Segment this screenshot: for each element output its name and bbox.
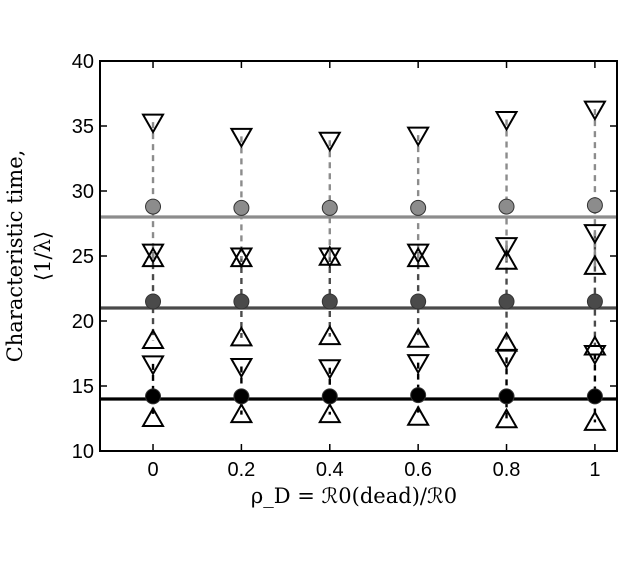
circle-marker xyxy=(586,388,603,405)
triangle-up-marker xyxy=(141,246,165,268)
triangle-up-marker xyxy=(583,410,607,431)
triangle-up-marker xyxy=(318,245,342,266)
triangle-down-marker xyxy=(583,100,607,122)
triangle-up-marker xyxy=(406,327,430,348)
triangle-down-marker xyxy=(141,113,165,135)
circle-marker xyxy=(410,293,427,310)
triangle-down-marker xyxy=(318,131,342,153)
triangle-up-marker xyxy=(141,406,165,427)
circle-marker xyxy=(410,387,427,404)
x-tick-label: 0.6 xyxy=(404,459,432,481)
circle-marker xyxy=(498,198,515,215)
triangle-up-marker xyxy=(229,246,254,268)
y-tick-label: 10 xyxy=(72,441,94,463)
triangle-down-marker xyxy=(406,126,430,148)
triangle-down-marker xyxy=(141,355,165,376)
triangle-up-marker xyxy=(406,246,430,268)
y-tick-label: 30 xyxy=(72,181,94,203)
axes: 10 15 20 25 30 35 40 0 0.2 0.4 0.6 0.8 1 xyxy=(72,51,618,481)
triangle-up-marker xyxy=(229,402,254,424)
triangle-down-marker xyxy=(494,237,519,258)
triangle-down-marker xyxy=(583,224,607,245)
x-tick-label: 0 xyxy=(147,459,158,481)
circle-marker xyxy=(233,199,250,216)
triangle-down-marker xyxy=(318,359,342,380)
triangle-up-marker xyxy=(318,324,342,346)
y-tick-label: 35 xyxy=(72,116,94,138)
circle-marker xyxy=(145,198,162,215)
triangle-up-marker xyxy=(494,249,519,270)
triangle-up-marker xyxy=(141,328,165,349)
triangle-down-marker xyxy=(141,243,165,265)
y-tick-label: 25 xyxy=(72,246,94,268)
axes-frame xyxy=(99,60,618,452)
circle-marker xyxy=(321,293,338,310)
y-tick-label: 20 xyxy=(72,311,94,333)
triangle-up-marker xyxy=(583,254,607,275)
circle-marker xyxy=(145,388,162,405)
circle-marker xyxy=(321,388,338,405)
circle-marker xyxy=(233,388,250,405)
triangle-up-marker xyxy=(318,402,342,424)
triangle-up-marker xyxy=(583,334,607,356)
triangle-up-marker xyxy=(494,407,519,429)
circle-marker xyxy=(498,293,515,310)
x-axis-label: ρ_D = ℛ0(dead)/ℛ0 xyxy=(251,484,457,508)
circle-marker xyxy=(321,199,338,216)
circle-marker xyxy=(233,293,250,310)
triangle-down-marker xyxy=(406,354,430,375)
triangle-up-marker xyxy=(229,325,254,347)
triangle-down-marker xyxy=(229,127,254,149)
triangle-up-marker xyxy=(406,405,430,426)
x-tick-label: 0.8 xyxy=(493,459,521,481)
triangle-down-marker xyxy=(494,111,519,132)
circle-marker xyxy=(410,199,427,216)
circle-marker xyxy=(145,293,162,310)
circle-marker xyxy=(586,197,603,214)
y-axis-label-line1: Characteristic time, xyxy=(3,150,27,363)
triangle-down-marker xyxy=(229,358,254,379)
triangle-up-marker xyxy=(494,331,519,352)
y-tick-label: 15 xyxy=(72,376,94,398)
triangle-down-marker xyxy=(406,243,430,265)
x-tick-label: 1 xyxy=(589,459,600,481)
y-axis-label-line2: ⟨1/λ⟩ xyxy=(31,231,55,281)
y-tick-label: 40 xyxy=(72,51,94,73)
circle-marker xyxy=(498,388,515,405)
plot-area xyxy=(100,100,617,431)
x-tick-label: 0.4 xyxy=(316,459,344,481)
x-tick-label: 0.2 xyxy=(227,459,255,481)
circle-marker xyxy=(586,293,603,310)
